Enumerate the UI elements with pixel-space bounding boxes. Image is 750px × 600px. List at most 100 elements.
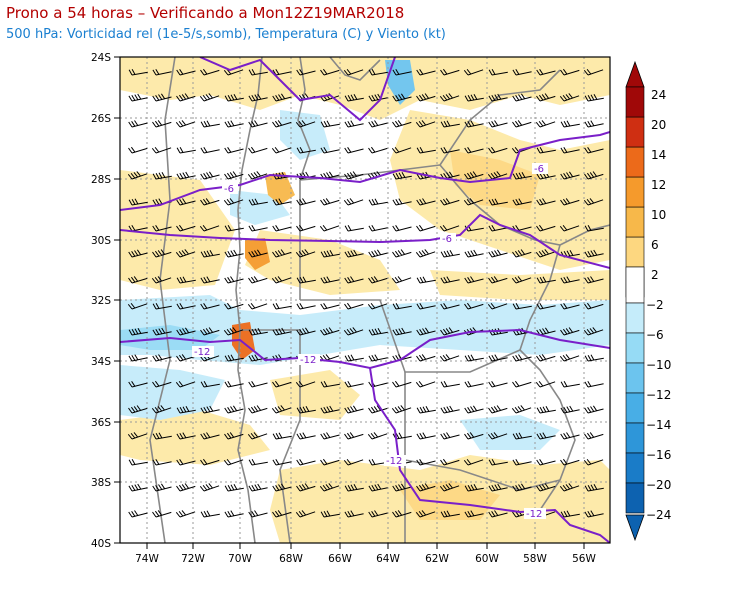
wind-barb bbox=[319, 354, 340, 362]
wind-barb bbox=[176, 459, 196, 466]
wind-barb bbox=[272, 120, 292, 128]
colorbar: 24 20 14 12 10 6 2 −2 −6 −10 −12 −14 −16… bbox=[625, 60, 671, 542]
wind-barb bbox=[176, 93, 196, 102]
wind-barb bbox=[584, 171, 604, 180]
wind-barb bbox=[247, 171, 268, 180]
wind-barb bbox=[512, 93, 532, 102]
wind-barb bbox=[560, 68, 580, 76]
wind-barb bbox=[296, 224, 316, 232]
wind-barb bbox=[248, 198, 268, 206]
wind-barb bbox=[488, 120, 508, 128]
lon-label: 66W bbox=[328, 553, 352, 565]
colorbar-label: −6 bbox=[646, 328, 664, 342]
wind-barb bbox=[559, 354, 580, 362]
wind-barb bbox=[272, 327, 292, 336]
contour-label: -6 bbox=[442, 234, 452, 245]
wind-barb bbox=[439, 483, 460, 492]
colorbar-label: −20 bbox=[646, 478, 671, 492]
wind-barb bbox=[488, 146, 508, 154]
wind-barb bbox=[440, 249, 460, 258]
wind-barb bbox=[415, 510, 436, 518]
wind-barb bbox=[344, 510, 364, 518]
wind-barb bbox=[175, 380, 196, 388]
wind-barb bbox=[392, 510, 412, 518]
wind-barb bbox=[488, 458, 508, 466]
wind-barb bbox=[440, 510, 460, 518]
wind-barb bbox=[271, 405, 292, 414]
wind-barb bbox=[464, 483, 484, 492]
wind-barb bbox=[320, 147, 340, 154]
wind-barb bbox=[176, 69, 196, 76]
wind-barb bbox=[152, 171, 172, 180]
wind-barb bbox=[560, 198, 580, 206]
wind-barb bbox=[368, 327, 388, 336]
wind-barb bbox=[343, 198, 364, 206]
wind-barb bbox=[368, 68, 388, 76]
wind-barb bbox=[272, 93, 292, 102]
lon-label: 56W bbox=[572, 553, 596, 565]
wind-barb bbox=[368, 510, 388, 518]
colorbar-positive-segment bbox=[625, 206, 645, 238]
wind-barb bbox=[391, 405, 412, 414]
wind-barb bbox=[319, 224, 340, 232]
wind-barb bbox=[416, 69, 436, 76]
wind-barb bbox=[392, 198, 412, 206]
wind-barb bbox=[320, 249, 340, 258]
wind-barb bbox=[296, 198, 316, 206]
wind-barb bbox=[248, 249, 268, 258]
wind-barb bbox=[128, 276, 148, 284]
wind-barb bbox=[512, 354, 532, 362]
wind-barb bbox=[320, 510, 340, 518]
wind-barb bbox=[511, 405, 532, 414]
contour-label: -12 bbox=[300, 355, 316, 366]
wind-barb bbox=[152, 380, 172, 388]
wind-barb bbox=[320, 405, 340, 414]
wind-barb bbox=[488, 249, 508, 258]
wind-barb bbox=[535, 120, 556, 128]
wind-barb bbox=[176, 405, 196, 414]
wind-barb bbox=[391, 146, 412, 154]
wind-barb bbox=[416, 327, 436, 336]
wind-barb bbox=[128, 146, 148, 154]
wind-barb bbox=[464, 171, 484, 180]
wind-barb bbox=[464, 120, 484, 128]
wind-barb bbox=[344, 405, 364, 414]
colorbar-label: −2 bbox=[646, 298, 664, 312]
wind-barb bbox=[392, 225, 412, 232]
wind-barb bbox=[128, 483, 148, 492]
wind-barb bbox=[295, 510, 316, 518]
wind-barb bbox=[440, 327, 460, 336]
wind-barb bbox=[248, 327, 268, 336]
wind-barb bbox=[488, 68, 508, 76]
wind-barb bbox=[200, 510, 220, 518]
wind-barb bbox=[344, 432, 364, 440]
wind-barb bbox=[584, 354, 604, 362]
wind-barb bbox=[320, 380, 340, 388]
wind-barb bbox=[440, 380, 460, 388]
wind-barb bbox=[464, 510, 484, 518]
wind-barb bbox=[224, 120, 244, 128]
wind-barb bbox=[224, 432, 244, 440]
wind-barb bbox=[224, 483, 244, 492]
wind-barb bbox=[584, 302, 604, 310]
wind-barb bbox=[536, 432, 556, 440]
wind-barb bbox=[512, 249, 532, 258]
wind-barb bbox=[224, 224, 244, 232]
wind-barb bbox=[272, 432, 292, 440]
wind-barb bbox=[392, 93, 412, 102]
wind-barb bbox=[535, 380, 556, 388]
wind-barb bbox=[392, 302, 412, 310]
wind-barb bbox=[152, 69, 172, 76]
wind-barb bbox=[152, 302, 172, 310]
colorbar-positive-segment bbox=[625, 236, 645, 268]
wind-barb bbox=[272, 483, 292, 492]
colorbar-label: −16 bbox=[646, 448, 671, 462]
wind-barb bbox=[200, 276, 220, 284]
wind-barb bbox=[128, 510, 148, 518]
wind-barb bbox=[152, 354, 172, 362]
lat-label: 24S bbox=[91, 52, 111, 64]
wind-barb bbox=[127, 171, 148, 180]
wind-barb bbox=[272, 380, 292, 388]
wind-barb bbox=[488, 93, 508, 102]
wind-barb bbox=[488, 510, 508, 518]
